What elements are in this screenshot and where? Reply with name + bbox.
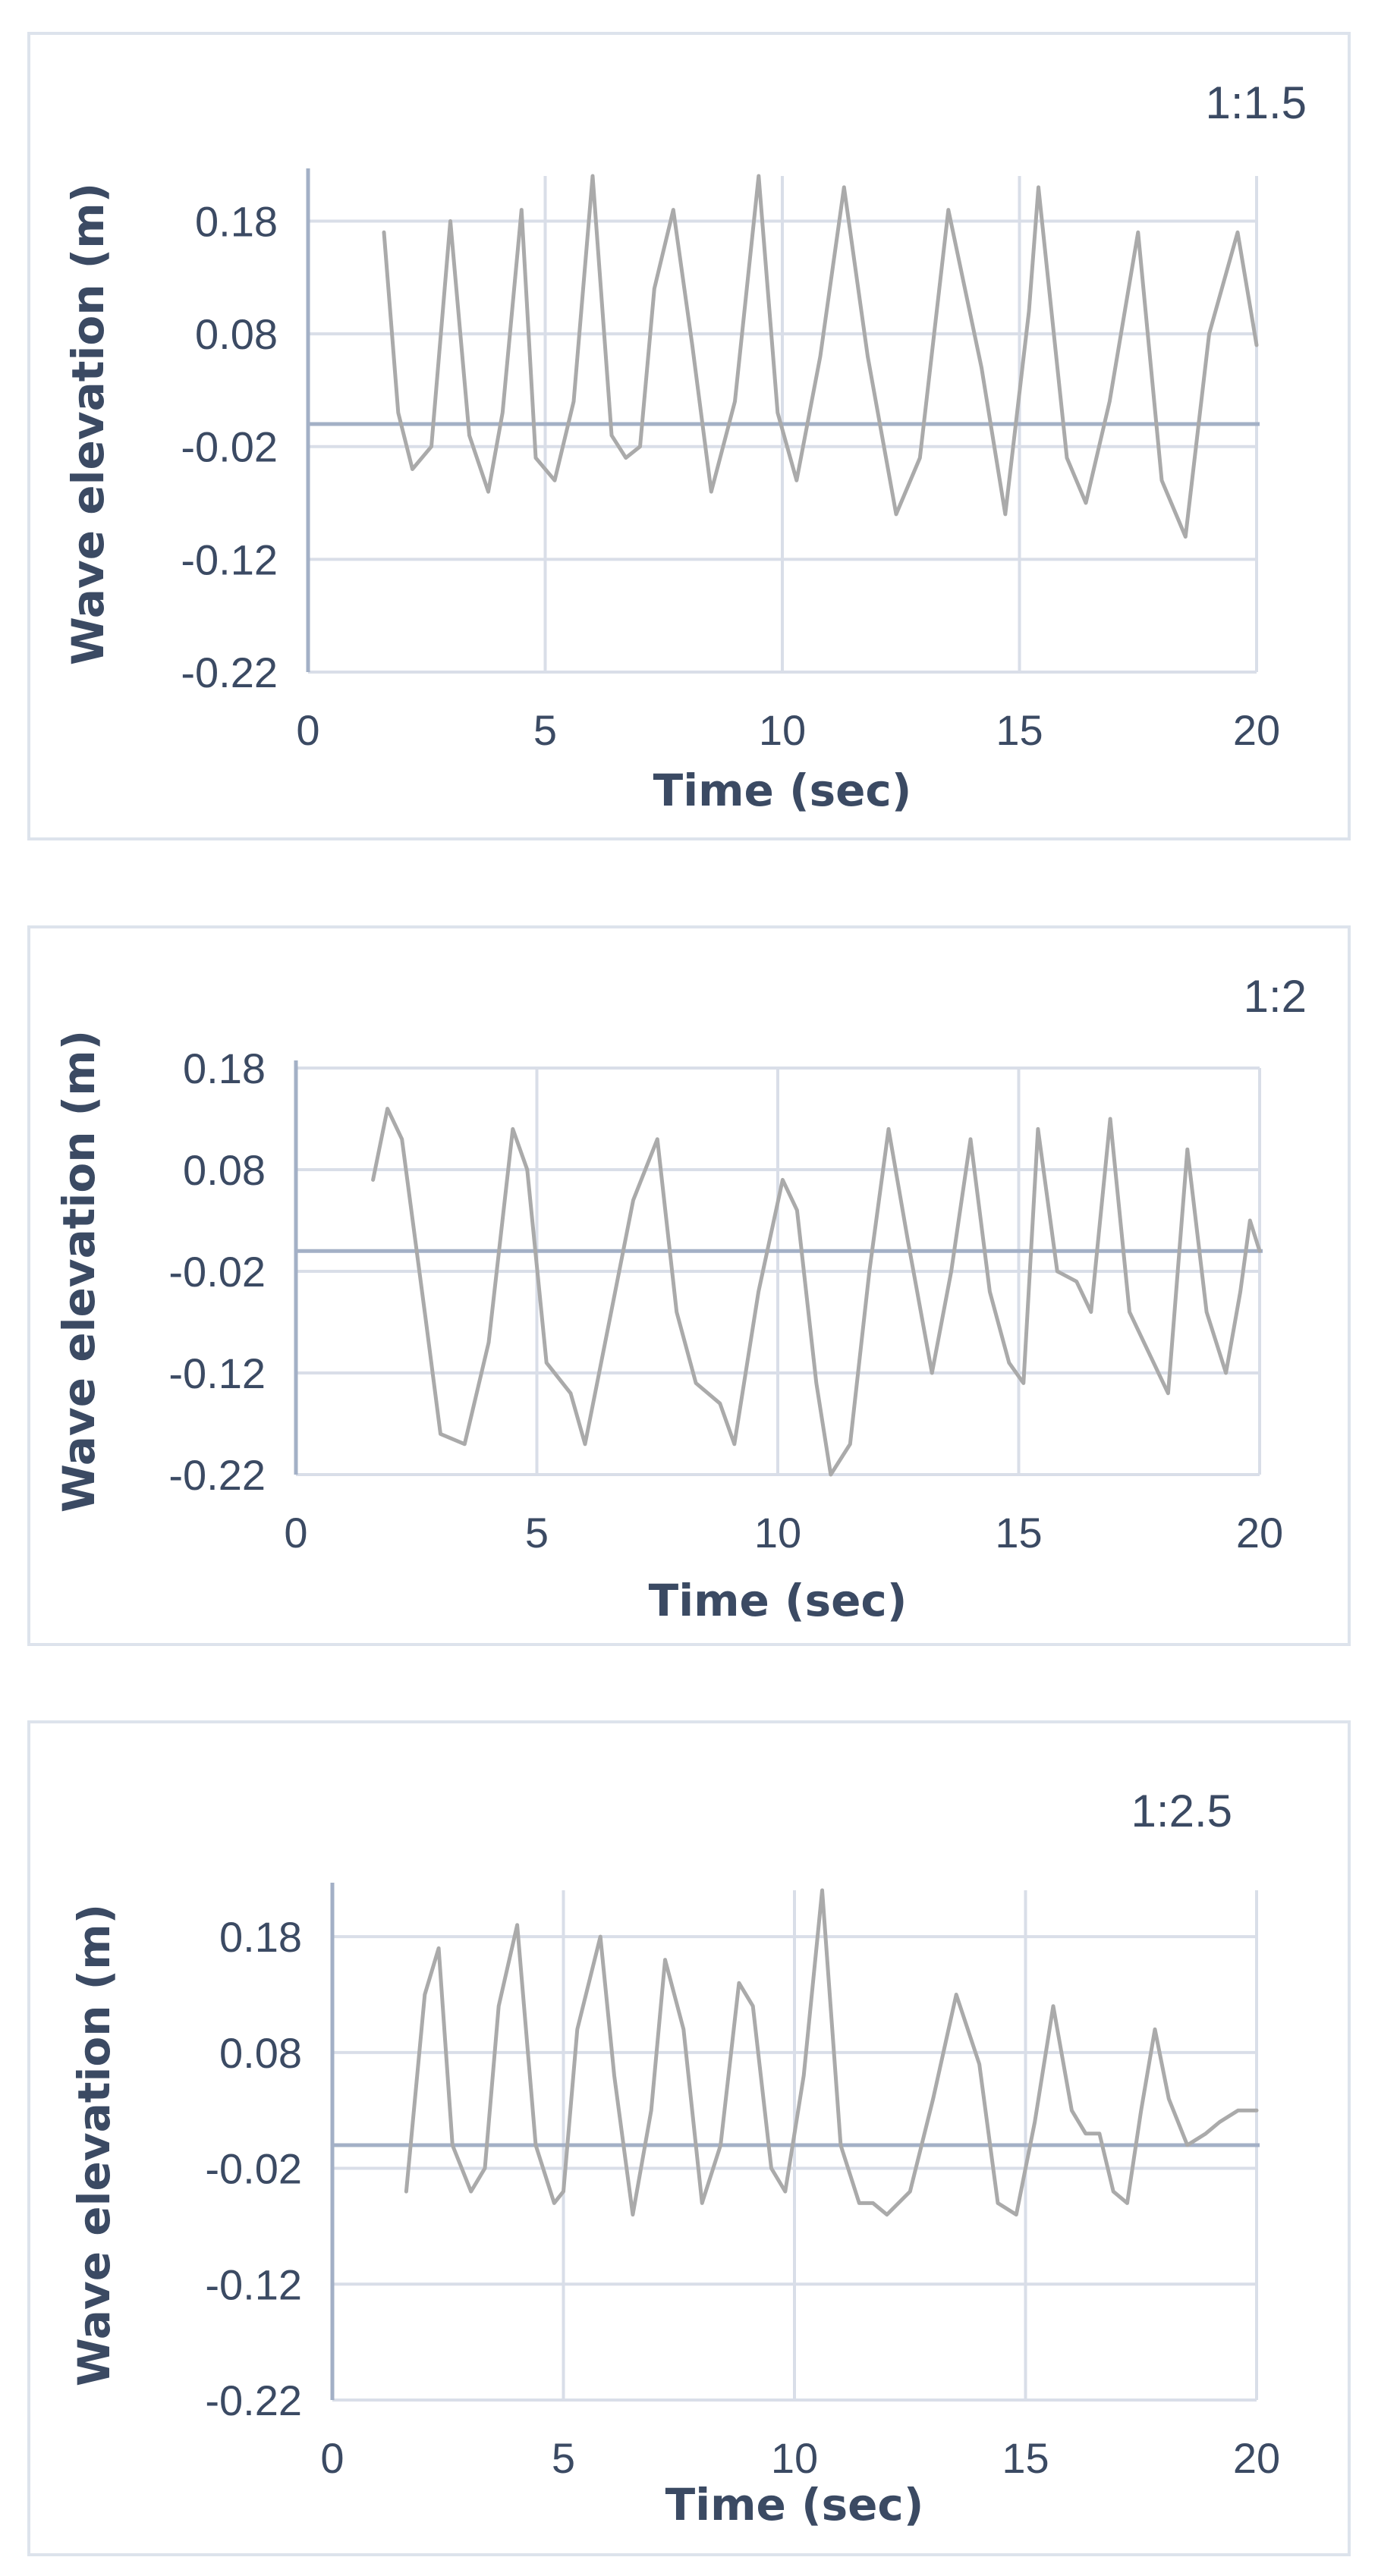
- chart3-x-tick-label: 5: [552, 2434, 575, 2482]
- chart-panel-3: 0 5 10 15 20 0.18 0.08 -0.02 -0.12 -0.22 1:2.5 Time…: [27, 1720, 1351, 2556]
- chart3-y-tick-label: -0.12: [205, 2260, 302, 2308]
- chart3-y-tick-label: 0.08: [219, 2029, 302, 2077]
- chart1-x-tick-label: 20: [1233, 706, 1280, 754]
- chart3-x-tick-label: 20: [1233, 2434, 1280, 2482]
- chart2-y-tick-label: 0.18: [183, 1045, 266, 1092]
- chart3-title: 1:2.5: [1131, 1786, 1232, 1836]
- chart2-title: 1:2: [1244, 971, 1307, 1022]
- chart2-y-tick-label: -0.12: [168, 1349, 266, 1397]
- chart1-series-line: [382, 174, 1259, 539]
- chart3-y-axis-title: Wave elevation (m): [68, 1904, 120, 2386]
- chart2-x-tick-label: 15: [995, 1509, 1042, 1557]
- chart2-x-tick-label: 10: [754, 1509, 801, 1557]
- chart2-y-tick-label: 0.08: [183, 1146, 266, 1194]
- chart1-y-tick-label: -0.22: [181, 649, 278, 696]
- chart1-y-tick-label: 0.08: [195, 310, 278, 358]
- chart1-x-tick-label: 0: [296, 706, 319, 754]
- chart1-y-tick-label: -0.12: [181, 536, 278, 583]
- chart-2: 0 5 10 15 20 0.18 0.08 -0.02 -0.12 -0.22 1:2 Time (…: [53, 971, 1307, 1626]
- chart1-title: 1:1.5: [1206, 77, 1307, 128]
- chart2-x-tick-label: 20: [1236, 1509, 1283, 1557]
- chart-panel-1: 0 5 10 15 20 0.18 0.08 -0.02 -0.12 -0.22 1:1.5 Time…: [27, 32, 1351, 840]
- chart2-x-axis-title: Time (sec): [649, 1575, 908, 1626]
- chart3-y-tick-label: -0.22: [205, 2377, 302, 2424]
- chart2-series-line: [371, 1107, 1262, 1477]
- chart1-x-axis-title: Time (sec): [653, 765, 912, 816]
- chart1-y-axis-title: Wave elevation (m): [62, 183, 114, 665]
- chart2-y-axis-title: Wave elevation (m): [53, 1030, 105, 1513]
- chart-panel-2: 0 5 10 15 20 0.18 0.08 -0.02 -0.12 -0.22 1:2 Time (…: [27, 925, 1351, 1646]
- chart1-x-tick-label: 15: [996, 706, 1043, 754]
- chart2-y-tick-label: -0.02: [168, 1248, 266, 1296]
- chart3-x-tick-label: 10: [771, 2434, 818, 2482]
- chart1-y-tick-label: -0.02: [181, 423, 278, 471]
- chart3-x-tick-label: 15: [1002, 2434, 1049, 2482]
- chart3-y-tick-label: 0.18: [219, 1913, 302, 1961]
- chart-1: 0 5 10 15 20 0.18 0.08 -0.02 -0.12 -0.22 1:1.5 Time…: [62, 77, 1307, 816]
- chart3-series-line: [404, 1888, 1259, 2217]
- chart3-x-axis-title: Time (sec): [665, 2479, 924, 2530]
- chart-3: 0 5 10 15 20 0.18 0.08 -0.02 -0.12 -0.22 1:2.5 Time…: [68, 1786, 1280, 2530]
- chart3-x-tick-label: 0: [320, 2434, 344, 2482]
- chart1-x-tick-label: 5: [533, 706, 557, 754]
- chart2-x-tick-label: 5: [525, 1509, 549, 1557]
- chart3-y-tick-label: -0.02: [205, 2145, 302, 2193]
- chart2-y-tick-label: -0.22: [168, 1451, 266, 1499]
- chart1-y-tick-label: 0.18: [195, 197, 278, 245]
- chart2-x-tick-label: 0: [284, 1509, 307, 1557]
- chart1-x-tick-label: 10: [759, 706, 806, 754]
